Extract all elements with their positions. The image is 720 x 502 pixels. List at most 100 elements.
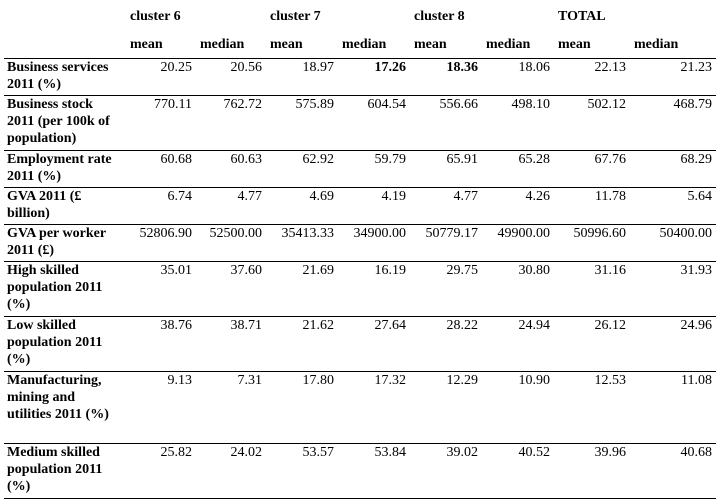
value-cell: 38.71 <box>196 316 266 372</box>
value-cell: 4.77 <box>410 187 482 225</box>
value-cell: 28.22 <box>410 316 482 372</box>
cluster-6-header: cluster 6 <box>130 9 181 24</box>
stat-header: mean <box>410 36 482 59</box>
value-cell: 498.10 <box>482 95 554 151</box>
value-cell: 35413.33 <box>266 224 338 262</box>
value-cell: 24.02 <box>196 443 266 499</box>
value-cell: 49900.00 <box>482 224 554 262</box>
value-cell: 12.29 <box>410 371 482 444</box>
value-cell: 18.36 <box>410 58 482 96</box>
value-cell: 50400.00 <box>630 224 716 262</box>
value-cell: 22.13 <box>554 58 630 96</box>
value-cell: 6.74 <box>126 187 196 225</box>
value-cell: 24.94 <box>482 316 554 372</box>
value-cell: 50996.60 <box>554 224 630 262</box>
value-cell: 18.97 <box>266 58 338 96</box>
value-cell: 34900.00 <box>338 224 410 262</box>
value-cell: 575.89 <box>266 95 338 151</box>
value-cell: 67.76 <box>554 150 630 188</box>
value-cell: 25.82 <box>126 443 196 499</box>
corner-cell <box>4 4 126 36</box>
cluster-header-row: cluster 6 cluster 7 cluster 8 TOTAL <box>4 4 716 36</box>
value-cell: 39.02 <box>410 443 482 499</box>
row-label: Business stock 2011 (per 100k of populat… <box>4 95 126 151</box>
value-cell: 24.96 <box>630 316 716 372</box>
table-row: Business services 2011 (%) 20.25 20.56 18.9… <box>4 58 716 96</box>
table-row: GVA per worker 2011 (£) 52806.90 52500.00 3… <box>4 224 716 262</box>
value-cell: 17.26 <box>338 58 410 96</box>
value-cell: 35.01 <box>126 261 196 317</box>
value-cell: 502.12 <box>554 95 630 151</box>
value-cell: 770.11 <box>126 95 196 151</box>
value-cell: 5.64 <box>630 187 716 225</box>
value-cell: 52500.00 <box>196 224 266 262</box>
value-cell: 38.76 <box>126 316 196 372</box>
value-cell: 16.19 <box>338 261 410 317</box>
row-label: High skilled population 2011 (%) <box>4 261 126 317</box>
row-label: Medium skilled population 2011 (%) <box>4 443 126 499</box>
stat-header: median <box>338 36 410 59</box>
value-cell: 9.13 <box>126 371 196 444</box>
row-label: Business services 2011 (%) <box>4 58 126 96</box>
value-cell: 17.32 <box>338 371 410 444</box>
stat-header: median <box>482 36 554 59</box>
value-cell: 468.79 <box>630 95 716 151</box>
table-row: Business stock 2011 (per 100k of populat… <box>4 95 716 151</box>
value-cell: 62.92 <box>266 150 338 188</box>
row-label: Manufacturing, mining and utilities 2011… <box>4 371 126 444</box>
value-cell: 10.90 <box>482 371 554 444</box>
row-label: Low skilled population 2011 (%) <box>4 316 126 372</box>
stat-header-row: mean median mean median mean median mean… <box>4 36 716 59</box>
value-cell: 556.66 <box>410 95 482 151</box>
row-label: GVA 2011 (£ billion) <box>4 187 126 225</box>
value-cell: 21.23 <box>630 58 716 96</box>
table-row: Employment rate 2011 (%) 60.68 60.63 62.92 5… <box>4 150 716 188</box>
value-cell: 4.69 <box>266 187 338 225</box>
value-cell: 60.63 <box>196 150 266 188</box>
value-cell: 50779.17 <box>410 224 482 262</box>
value-cell: 65.91 <box>410 150 482 188</box>
value-cell: 53.84 <box>338 443 410 499</box>
value-cell: 65.28 <box>482 150 554 188</box>
value-cell: 59.79 <box>338 150 410 188</box>
row-label: GVA per worker 2011 (£) <box>4 224 126 262</box>
value-cell: 39.96 <box>554 443 630 499</box>
table-row: High skilled population 2011 (%) 35.01 37.… <box>4 261 716 317</box>
value-cell: 60.68 <box>126 150 196 188</box>
value-cell: 11.08 <box>630 371 716 444</box>
table-row: Manufacturing, mining and utilities 2011… <box>4 371 716 444</box>
value-cell: 17.80 <box>266 371 338 444</box>
value-cell: 40.68 <box>630 443 716 499</box>
table-row: GVA 2011 (£ billion) 6.74 4.77 4.69 4.19 4.77… <box>4 187 716 225</box>
value-cell: 4.26 <box>482 187 554 225</box>
value-cell: 27.64 <box>338 316 410 372</box>
stat-header: median <box>196 36 266 59</box>
value-cell: 21.62 <box>266 316 338 372</box>
value-cell: 21.69 <box>266 261 338 317</box>
table-row: Medium skilled population 2011 (%) 25.82 2… <box>4 443 716 499</box>
cluster-statistics-table: cluster 6 cluster 7 cluster 8 TOTAL mean… <box>4 4 716 499</box>
value-cell: 31.93 <box>630 261 716 317</box>
stat-header: mean <box>126 36 196 59</box>
value-cell: 53.57 <box>266 443 338 499</box>
value-cell: 4.77 <box>196 187 266 225</box>
total-header: TOTAL <box>558 9 606 24</box>
value-cell: 762.72 <box>196 95 266 151</box>
value-cell: 604.54 <box>338 95 410 151</box>
value-cell: 29.75 <box>410 261 482 317</box>
value-cell: 20.56 <box>196 58 266 96</box>
value-cell: 30.80 <box>482 261 554 317</box>
stat-header: median <box>630 36 716 59</box>
value-cell: 68.29 <box>630 150 716 188</box>
value-cell: 11.78 <box>554 187 630 225</box>
value-cell: 52806.90 <box>126 224 196 262</box>
table-row: Low skilled population 2011 (%) 38.76 38.7… <box>4 316 716 372</box>
stat-header: mean <box>554 36 630 59</box>
value-cell: 31.16 <box>554 261 630 317</box>
value-cell: 18.06 <box>482 58 554 96</box>
value-cell: 7.31 <box>196 371 266 444</box>
value-cell: 37.60 <box>196 261 266 317</box>
row-label: Employment rate 2011 (%) <box>4 150 126 188</box>
value-cell: 4.19 <box>338 187 410 225</box>
